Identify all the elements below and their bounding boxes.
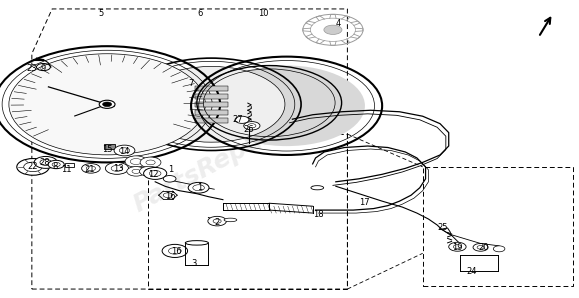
Text: 11: 11 xyxy=(61,165,72,174)
Circle shape xyxy=(17,159,49,175)
Text: 6: 6 xyxy=(197,9,203,18)
Text: 13: 13 xyxy=(113,164,124,173)
Circle shape xyxy=(105,162,129,174)
Text: 1: 1 xyxy=(197,183,203,192)
Ellipse shape xyxy=(311,186,324,190)
Bar xyxy=(195,118,228,123)
Circle shape xyxy=(163,176,176,182)
Text: 4: 4 xyxy=(336,19,342,28)
Text: 20: 20 xyxy=(478,243,489,252)
Text: 5: 5 xyxy=(98,9,104,18)
Circle shape xyxy=(493,246,505,252)
Text: 27: 27 xyxy=(232,115,243,124)
Bar xyxy=(195,86,228,91)
Bar xyxy=(65,163,74,167)
Text: 28: 28 xyxy=(39,158,50,167)
Circle shape xyxy=(144,167,167,179)
Circle shape xyxy=(82,164,100,173)
Text: 23: 23 xyxy=(27,64,37,73)
Text: 26: 26 xyxy=(244,125,254,134)
Circle shape xyxy=(102,102,112,107)
Bar xyxy=(195,94,228,99)
Circle shape xyxy=(235,116,249,123)
Text: 2: 2 xyxy=(214,218,220,226)
Circle shape xyxy=(208,66,365,146)
Text: 8: 8 xyxy=(52,162,58,171)
Circle shape xyxy=(138,66,285,142)
Text: 21: 21 xyxy=(85,165,95,174)
Circle shape xyxy=(48,160,64,169)
Circle shape xyxy=(140,157,161,168)
Text: 18: 18 xyxy=(313,210,324,219)
Bar xyxy=(195,110,228,115)
Text: 7: 7 xyxy=(188,79,194,88)
Bar xyxy=(104,144,115,149)
Text: 1: 1 xyxy=(168,165,174,174)
Text: PartsRepublic: PartsRepublic xyxy=(129,105,311,217)
Text: 25: 25 xyxy=(438,224,448,232)
Circle shape xyxy=(9,54,206,155)
Ellipse shape xyxy=(185,241,208,245)
Text: 10: 10 xyxy=(258,9,269,18)
Text: 16: 16 xyxy=(166,192,176,201)
Circle shape xyxy=(99,100,115,108)
Circle shape xyxy=(34,156,57,168)
Text: 22: 22 xyxy=(28,162,38,171)
Circle shape xyxy=(114,145,135,156)
Circle shape xyxy=(473,243,488,251)
Circle shape xyxy=(244,122,260,130)
Circle shape xyxy=(188,182,209,193)
Circle shape xyxy=(127,167,145,176)
Bar xyxy=(195,102,228,107)
Ellipse shape xyxy=(224,218,237,222)
Circle shape xyxy=(449,242,466,251)
Circle shape xyxy=(125,156,147,167)
Circle shape xyxy=(324,25,342,35)
Text: 16: 16 xyxy=(171,247,182,256)
Text: 12: 12 xyxy=(148,170,159,179)
Text: 14: 14 xyxy=(119,148,130,156)
Circle shape xyxy=(162,244,188,257)
Text: 15: 15 xyxy=(102,145,112,153)
Text: 9: 9 xyxy=(41,64,46,73)
Circle shape xyxy=(208,216,226,226)
Text: 19: 19 xyxy=(452,243,463,252)
Text: 17: 17 xyxy=(360,198,370,207)
Circle shape xyxy=(140,166,159,176)
Circle shape xyxy=(2,50,212,158)
Text: 24: 24 xyxy=(467,267,477,276)
Text: 3: 3 xyxy=(191,259,197,268)
